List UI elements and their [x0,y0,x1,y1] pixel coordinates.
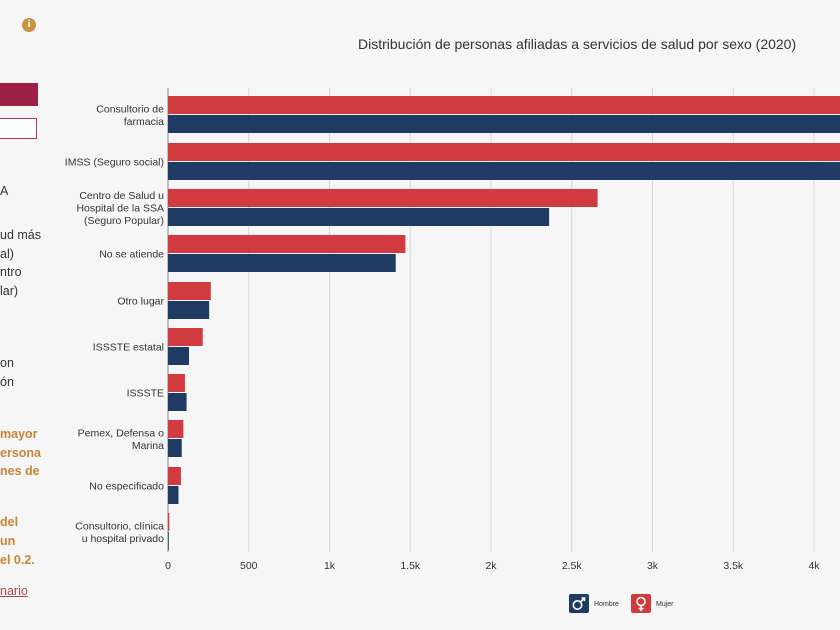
selected-option-button[interactable] [0,83,38,106]
x-tick-label: 0 [165,560,171,572]
male-symbol-icon [569,594,589,613]
left-panel-fragment[interactable]: nario [0,584,28,598]
bar-mujer [168,513,170,531]
bar-mujer [168,189,598,207]
category-label: Marina [132,440,164,452]
info-icon[interactable]: i [22,18,36,32]
category-label: (Seguro Popular) [84,215,164,227]
bar-hombre [168,439,182,457]
category-label: ISSSTE estatal [93,342,164,354]
bar-mujer [168,328,203,346]
bar-hombre [168,162,840,180]
bar-mujer [168,235,406,253]
left-panel-fragment: al) [0,247,14,261]
legend-label: Hombre [594,601,619,608]
x-tick-label: 3k [647,560,659,572]
bar-hombre [168,301,210,319]
bar-hombre [168,254,396,272]
bar-hombre [168,115,840,133]
x-tick-label: 2k [485,560,497,572]
category-label: Centro de Salud u [79,190,164,202]
category-label: ISSSTE [127,388,164,400]
left-panel-fragment: ud más [0,228,41,242]
bar-hombre [168,208,550,226]
bar-hombre [168,532,169,550]
category-label: farmacia [124,116,164,128]
male-symbol-arrowhead [581,597,586,601]
bar-mujer [168,96,840,114]
left-panel-fragment: ersona [0,446,41,460]
x-tick-label: 1k [324,560,336,572]
left-panel-fragment: del [0,515,19,529]
x-tick-label: 2.5k [562,560,583,572]
bar-hombre [168,486,179,504]
x-tick-label: 1.5k [400,560,421,572]
bar-mujer [168,143,840,161]
bar-hombre [168,393,187,411]
left-panel-fragment: mayor [0,427,38,441]
left-panel-fragment: ntro [0,265,22,279]
chart-title: Distribución de personas afiliadas a ser… [358,36,797,52]
left-panel-fragment: ón [0,375,14,389]
bar-mujer [168,420,184,438]
left-panel-fragment: un [0,534,16,548]
category-label: Consultorio de [96,103,164,115]
bar-mujer [168,374,185,392]
bar-mujer [168,282,211,300]
left-panel-fragment: el 0.2. [0,553,35,567]
x-tick-label: 4k [808,560,820,572]
category-label: Pemex, Defensa o [78,427,165,439]
category-label: u hospital privado [82,533,164,545]
female-symbol-icon [631,594,651,613]
x-tick-label: 500 [240,560,258,572]
category-label: No especificado [89,481,164,493]
category-label: No se atiende [99,249,164,261]
option-button[interactable] [0,118,37,139]
left-panel-fragment: lar) [0,284,19,298]
x-tick-label: 3.5k [723,560,744,572]
left-panel-fragment: A [0,184,9,198]
category-label: Hospital de la SSA [76,203,164,215]
left-panel-fragment: nes de [0,464,40,478]
legend-label: Mujer [656,601,674,608]
category-label: Otro lugar [117,296,164,308]
male-symbol-circle [572,599,583,610]
left-panel-fragment: on [0,356,14,370]
bar-mujer [168,467,181,485]
bar-hombre [168,347,189,365]
category-label: IMSS (Seguro social) [65,157,164,169]
category-label: Consultorio, clínica [75,520,164,532]
